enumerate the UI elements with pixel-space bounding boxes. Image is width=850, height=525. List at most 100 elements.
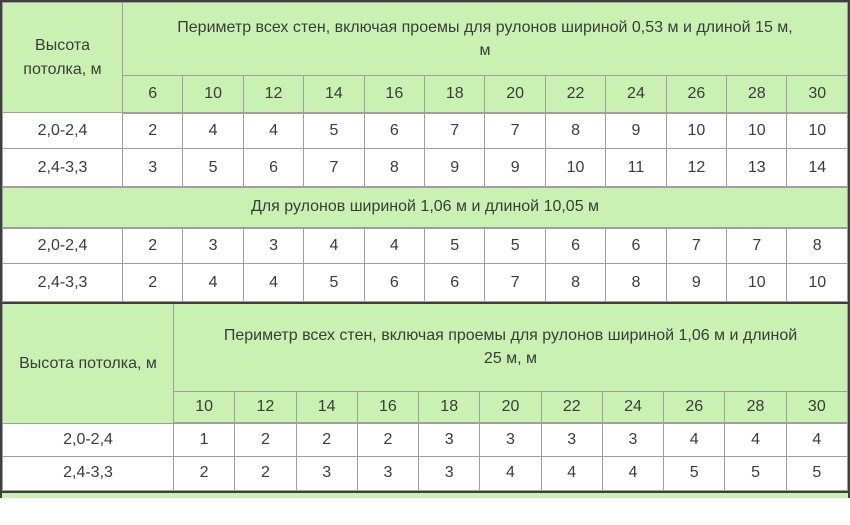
column-header-cell: 30 xyxy=(786,75,848,114)
band-header-cell: Для рулонов шириной 1,06 м и длиной 10,0… xyxy=(2,185,848,229)
column-header-cell: 14 xyxy=(303,75,365,114)
span-header-cell: Периметр всех стен, включая проемы для р… xyxy=(173,302,848,392)
data-row: 2,0-2,4 2 3 3 4 4 5 5 6 6 7 7 8 xyxy=(2,227,848,264)
column-header-cell: 12 xyxy=(242,75,305,114)
value-cell: 7 xyxy=(424,112,486,149)
value-cell: 3 xyxy=(242,227,305,264)
corner-header-cell: Высота потолка, м xyxy=(2,2,123,113)
column-header-cell: 10 xyxy=(182,75,244,114)
column-header-cell: 20 xyxy=(484,75,546,114)
column-header-cell: 18 xyxy=(418,390,481,424)
value-cell: 5 xyxy=(663,455,726,491)
value-cell: 4 xyxy=(242,112,305,149)
column-header-cell: 16 xyxy=(356,390,420,424)
value-cell: 8 xyxy=(786,227,848,264)
row-label-cell: 2,0-2,4 xyxy=(2,112,123,149)
value-cell: 10 xyxy=(786,112,848,149)
value-cell: 7 xyxy=(484,263,546,302)
value-cell: 14 xyxy=(786,148,848,187)
value-cell: 5 xyxy=(724,455,787,491)
header-row: Высота потолка, м Периметр всех стен, вкл… xyxy=(2,302,848,424)
value-cell: 6 xyxy=(363,112,426,149)
column-header-cell: 18 xyxy=(424,75,486,114)
column-header-cell: 28 xyxy=(726,75,788,114)
value-cell: 2 xyxy=(356,422,420,457)
value-cell: 10 xyxy=(786,263,848,302)
value-cell: 2 xyxy=(121,112,184,149)
value-cell: 8 xyxy=(544,263,607,302)
value-cell: 10 xyxy=(544,148,607,187)
value-cell: 7 xyxy=(665,227,728,264)
value-cell: 3 xyxy=(540,422,603,457)
value-cell: 9 xyxy=(665,263,728,302)
value-cell: 3 xyxy=(121,148,184,187)
column-header-cell: 22 xyxy=(540,390,603,424)
value-cell: 8 xyxy=(363,148,426,187)
value-cell: 8 xyxy=(544,112,607,149)
column-header-cell: 24 xyxy=(605,75,667,114)
value-cell: 2 xyxy=(172,455,236,491)
column-header-cell: 6 xyxy=(121,75,184,114)
value-cell: 10 xyxy=(726,112,788,149)
value-cell: 4 xyxy=(242,263,305,302)
value-cell: 2 xyxy=(234,422,297,457)
value-cell: 3 xyxy=(356,455,420,491)
value-cell: 5 xyxy=(182,148,244,187)
value-cell: 2 xyxy=(121,227,184,264)
value-cell: 6 xyxy=(544,227,607,264)
value-cell: 4 xyxy=(785,422,849,457)
value-cell: 12 xyxy=(665,148,728,187)
row-label-cell: 2,4-3,3 xyxy=(2,148,123,187)
value-cell: 4 xyxy=(182,112,244,149)
value-cell: 9 xyxy=(605,112,667,149)
value-cell: 2 xyxy=(234,455,297,491)
span-header-cell: Периметр всех стен, включая проемы для р… xyxy=(122,2,848,76)
value-cell: 4 xyxy=(724,422,787,457)
columns-row: 6 10 12 14 16 18 20 22 24 26 28 30 xyxy=(3,75,848,114)
corner-header-cell: Высота потолка, м xyxy=(2,302,174,424)
row-label-cell: 2,4-3,3 xyxy=(2,455,174,491)
value-cell: 9 xyxy=(424,148,486,187)
value-cell: 7 xyxy=(484,112,546,149)
value-cell: 3 xyxy=(418,455,481,491)
column-header-cell: 30 xyxy=(785,390,849,424)
value-cell: 9 xyxy=(484,148,546,187)
column-header-cell: 28 xyxy=(724,390,787,424)
value-cell: 4 xyxy=(182,263,244,302)
column-header-cell: 26 xyxy=(663,390,726,424)
value-cell: 4 xyxy=(601,455,665,491)
value-cell: 6 xyxy=(605,227,667,264)
value-cell: 5 xyxy=(303,112,365,149)
rolls-table-106x25: Высота потолка, м Периметр всех стен, вкл… xyxy=(2,302,849,491)
data-row: 2,4-3,3 3 5 6 7 8 9 9 10 11 12 13 14 xyxy=(2,148,848,187)
next-section-strip xyxy=(2,490,848,498)
value-cell: 5 xyxy=(484,227,546,264)
column-header-cell: 26 xyxy=(665,75,728,114)
value-cell: 10 xyxy=(726,263,788,302)
value-cell: 13 xyxy=(726,148,788,187)
header-row: Высота потолка, м Периметр всех стен, вкл… xyxy=(2,2,848,113)
value-cell: 3 xyxy=(479,422,542,457)
value-cell: 5 xyxy=(785,455,849,491)
data-row: 2,0-2,4 1 2 2 2 3 3 3 3 4 4 4 xyxy=(2,422,849,457)
column-header-cell: 20 xyxy=(479,390,542,424)
value-cell: 4 xyxy=(540,455,603,491)
column-header-cell: 10 xyxy=(172,390,236,424)
value-cell: 6 xyxy=(363,263,426,302)
band-header-row: Для рулонов шириной 1,06 м и длиной 10,0… xyxy=(2,185,848,229)
column-header-cell: 22 xyxy=(544,75,607,114)
value-cell: 8 xyxy=(605,263,667,302)
value-cell: 3 xyxy=(418,422,481,457)
column-header-cell: 24 xyxy=(601,390,665,424)
value-cell: 4 xyxy=(479,455,542,491)
value-cell: 4 xyxy=(363,227,426,264)
column-header-cell: 14 xyxy=(295,390,358,424)
value-cell: 3 xyxy=(601,422,665,457)
row-label-cell: 2,4-3,3 xyxy=(2,263,123,302)
value-cell: 5 xyxy=(303,263,365,302)
value-cell: 4 xyxy=(663,422,726,457)
data-row: 2,4-3,3 2 4 4 5 6 6 7 8 8 9 10 10 xyxy=(2,263,848,302)
columns-row: 10 12 14 16 18 20 22 24 26 28 30 xyxy=(3,390,849,424)
value-cell: 4 xyxy=(303,227,365,264)
value-cell: 7 xyxy=(303,148,365,187)
